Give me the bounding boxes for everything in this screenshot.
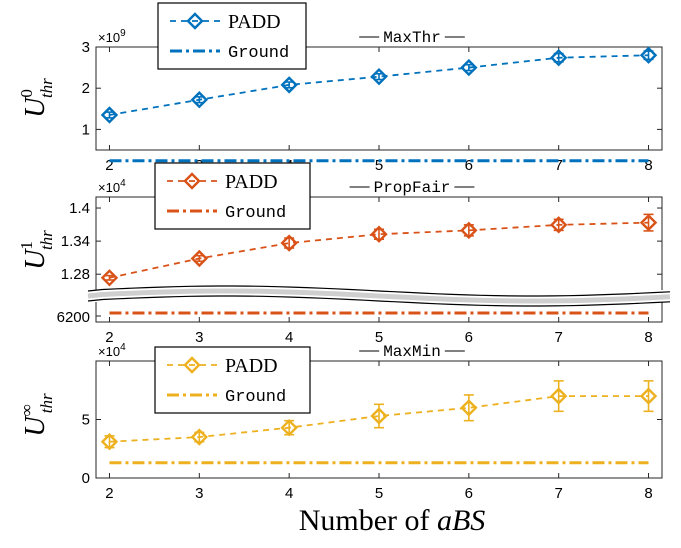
exponent-label: ×104 xyxy=(98,342,126,359)
exponent-power: 4 xyxy=(120,342,126,353)
y-axis-label: U∞thr xyxy=(17,393,56,437)
y-label-sup: 1 xyxy=(17,241,36,250)
y-label-base: U xyxy=(20,96,51,118)
padd-marker xyxy=(549,216,568,234)
padd-marker xyxy=(190,249,209,268)
axis-break-shade xyxy=(87,288,671,304)
legend: PADD Ground xyxy=(157,2,307,70)
legend-label-padd: PADD xyxy=(225,355,278,377)
x-tick-label: 5 xyxy=(375,329,383,346)
legend-label-ground: Ground xyxy=(228,44,289,63)
legend-padd-marker xyxy=(183,172,201,190)
y-tick-label: 0 xyxy=(82,470,90,487)
exponent-base: ×10 xyxy=(98,344,120,359)
padd-marker xyxy=(549,49,568,67)
x-tick-label: 2 xyxy=(105,485,113,502)
legend-box xyxy=(157,2,307,70)
y-label-base: U xyxy=(20,415,51,437)
padd-marker xyxy=(370,225,388,243)
x-tick-label: 4 xyxy=(285,485,293,502)
legend-padd-marker xyxy=(186,12,204,30)
x-tick-label: 8 xyxy=(644,329,652,346)
legend-label-padd: PADD xyxy=(228,11,281,33)
legend-label-ground: Ground xyxy=(225,388,286,407)
y-axis-label: U0thr xyxy=(17,78,56,118)
legend: PADD Ground xyxy=(154,162,311,230)
legend-label-ground: Ground xyxy=(225,204,286,223)
x-tick-label: 6 xyxy=(465,485,473,502)
legend-padd-marker xyxy=(183,356,201,374)
x-tick-label: 2 xyxy=(105,157,113,174)
padd-marker xyxy=(280,418,298,437)
exponent-power: 9 xyxy=(120,28,126,39)
exponent-base: ×10 xyxy=(98,30,120,45)
padd-marker xyxy=(190,91,209,109)
y-axis-label: U1thr xyxy=(17,230,56,270)
x-tick-label: 5 xyxy=(375,157,383,174)
x-tick-label: 5 xyxy=(375,485,383,502)
x-axis-label: Number of aBS xyxy=(299,504,486,537)
x-tick-label: 4 xyxy=(285,329,293,346)
x-tick-label: 7 xyxy=(555,157,563,174)
x-tick-label: 6 xyxy=(465,329,473,346)
padd-marker xyxy=(100,106,119,124)
padd-marker xyxy=(280,76,298,94)
y-tick-label: 1.28 xyxy=(61,266,90,283)
exponent-label: ×109 xyxy=(98,28,126,45)
y-tick-label: 6200 xyxy=(57,309,90,326)
legend-box xyxy=(154,162,311,230)
axis-break-line xyxy=(87,285,671,297)
y-label-base: U xyxy=(20,248,51,270)
y-tick-label: 3 xyxy=(82,39,90,56)
padd-marker xyxy=(549,387,568,405)
x-tick-label: 8 xyxy=(644,157,652,174)
axis-break-line xyxy=(87,295,671,307)
padd-marker xyxy=(460,399,478,417)
x-tick-label: 7 xyxy=(555,485,563,502)
y-label-sub: thr xyxy=(37,78,56,98)
padd-marker xyxy=(280,234,298,252)
y-label-sub: thr xyxy=(37,393,56,413)
y-tick-label: 1.34 xyxy=(61,233,90,250)
padd-marker xyxy=(639,213,658,232)
padd-marker xyxy=(460,221,478,240)
padd-marker xyxy=(639,46,658,64)
padd-marker xyxy=(370,407,388,425)
legend: PADD Ground xyxy=(154,346,311,414)
x-tick-label: 3 xyxy=(195,329,203,346)
x-tick-label: 8 xyxy=(644,485,652,502)
x-tick-label: 6 xyxy=(465,157,473,174)
y-label-sup: ∞ xyxy=(17,404,36,416)
y-tick-label: 1 xyxy=(82,121,90,138)
panel-title: MaxMin xyxy=(383,343,441,361)
exponent-power: 4 xyxy=(120,178,126,189)
padd-marker xyxy=(639,387,658,405)
panel-title: MaxThr xyxy=(383,29,441,47)
y-tick-label: 2 xyxy=(82,80,90,97)
padd-marker xyxy=(100,433,119,451)
y-tick-label: 5 xyxy=(82,412,90,429)
x-tick-label: 2 xyxy=(105,329,113,346)
legend-box xyxy=(154,346,311,414)
exponent-base: ×10 xyxy=(98,180,120,195)
exponent-label: ×104 xyxy=(98,178,126,195)
x-tick-label: 3 xyxy=(195,485,203,502)
padd-marker xyxy=(370,67,388,86)
padd-marker xyxy=(460,58,478,77)
x-tick-label: 7 xyxy=(555,329,563,346)
padd-marker xyxy=(100,269,119,287)
padd-marker xyxy=(190,428,209,446)
panel-title: PropFair xyxy=(374,179,451,197)
legend-label-padd: PADD xyxy=(225,171,278,193)
y-tick-label: 1.4 xyxy=(69,200,90,217)
y-label-sup: 0 xyxy=(17,89,36,98)
y-label-sub: thr xyxy=(37,230,56,250)
